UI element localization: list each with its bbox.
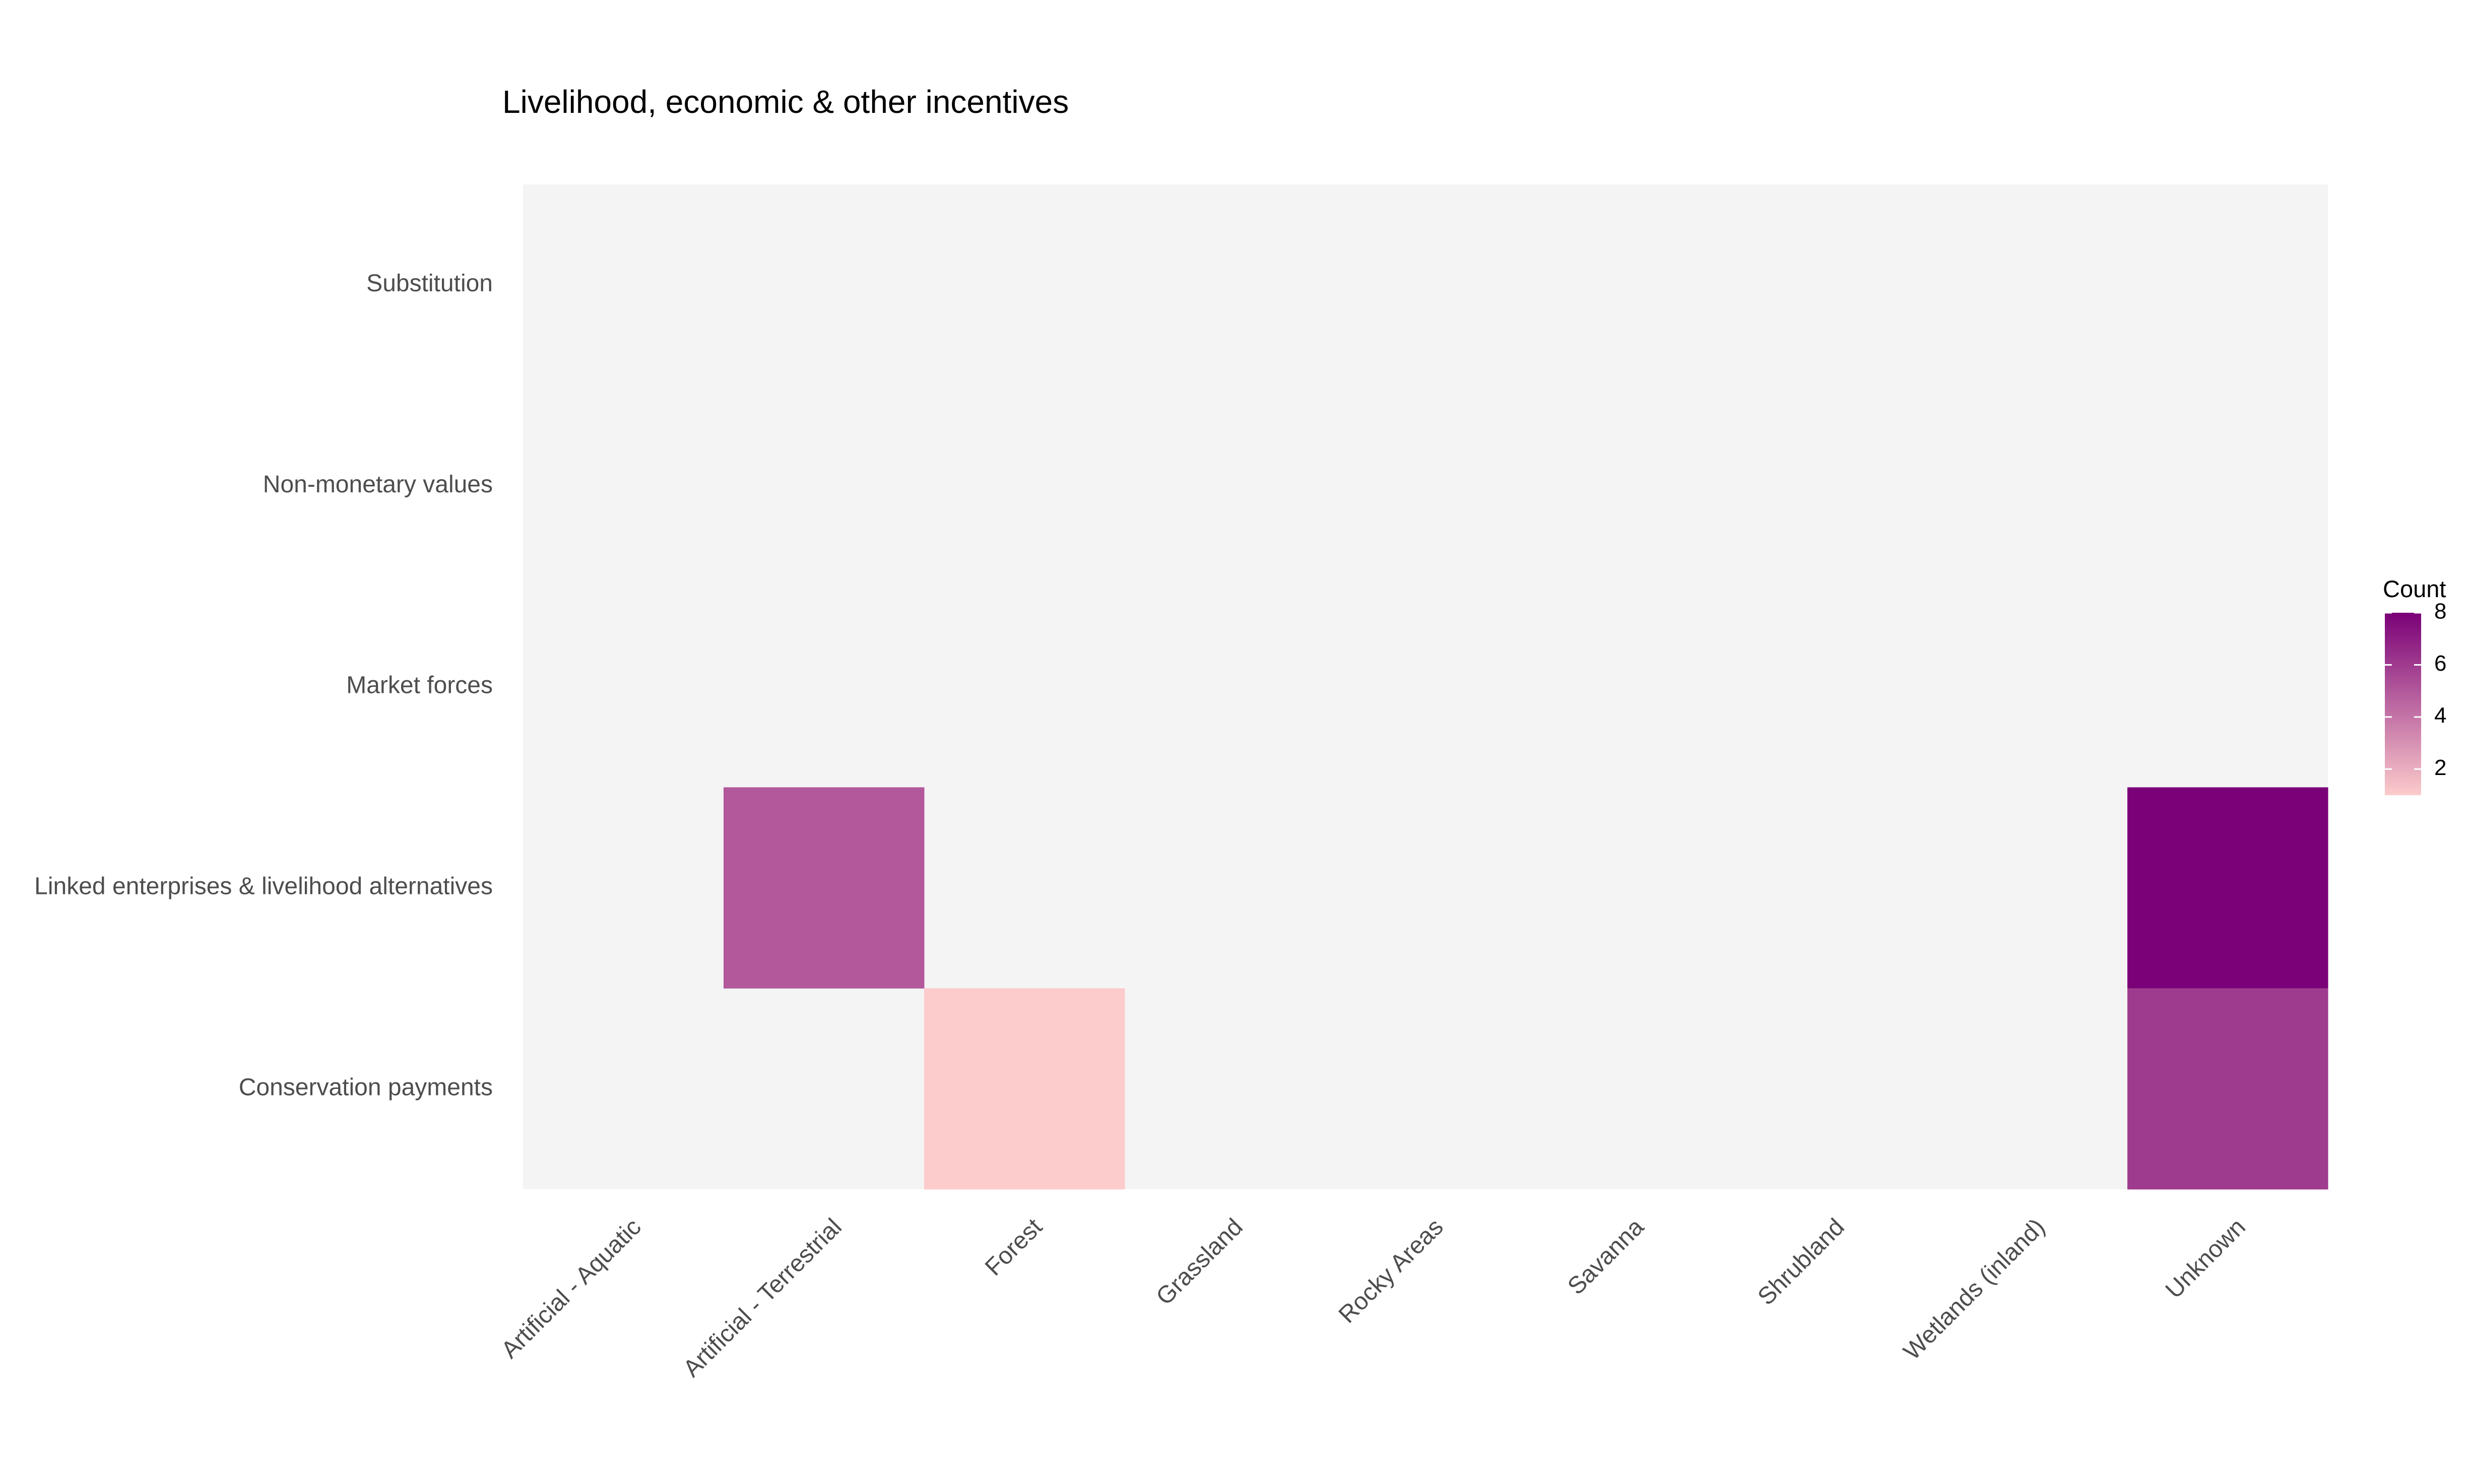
legend-colorbar <box>2385 613 2421 795</box>
x-tick-label-wetlands-inland: Wetlands (inland) <box>1899 1213 2050 1365</box>
x-tick-label-unknown: Unknown <box>2161 1213 2251 1304</box>
x-tick-label-artificial-aquatic: Artificial - Aquatic <box>496 1213 646 1364</box>
heatmap-cells <box>724 787 2328 1190</box>
x-tick-label-grassland: Grassland <box>1151 1213 1248 1310</box>
y-tick-label-market-forces: Market forces <box>346 672 493 699</box>
x-tick-label-rocky-areas: Rocky Areas <box>1334 1213 1449 1328</box>
x-tick-label-shrubland: Shrubland <box>1753 1213 1850 1310</box>
heatmap-cell-unknown-conservation-payments <box>2127 988 2328 1190</box>
y-tick-label-linked-enterprises-livelihood-alternatives: Linked enterprises & livelihood alternat… <box>34 873 493 899</box>
heatmap-cell-artificial-terrestrial-linked-enterprises-livelihood-alternatives <box>724 787 925 989</box>
x-axis-labels: Artificial - Aquatic Artificial - Terrest… <box>496 1213 2251 1382</box>
y-tick-label-conservation-payments: Conservation payments <box>239 1074 493 1101</box>
heatmap-cell-unknown-linked-enterprises-livelihood-alternatives <box>2127 787 2328 989</box>
y-tick-label-substitution: Substitution <box>366 270 493 297</box>
chart-title: Livelihood, economic & other incentives <box>502 84 1069 120</box>
legend-tick-label: 2 <box>2434 755 2446 780</box>
y-tick-label-non-monetary-values: Non-monetary values <box>263 471 493 498</box>
x-tick-label-savanna: Savanna <box>1563 1213 1649 1300</box>
x-tick-label-artificial-terrestrial: Artificial - Terrestrial <box>678 1213 847 1382</box>
legend-tick-label: 6 <box>2434 651 2446 676</box>
x-tick-label-forest: Forest <box>980 1213 1048 1281</box>
legend-tick-label: 4 <box>2434 703 2446 728</box>
legend-tick-label: 8 <box>2434 599 2446 624</box>
panel-background <box>523 184 2328 1189</box>
legend: Count 2 4 6 8 <box>2383 575 2446 795</box>
y-axis-labels: Substitution Non-monetary values Market fo… <box>34 270 493 1101</box>
heatmap-cell-forest-conservation-payments <box>924 988 1125 1190</box>
legend-title: Count <box>2383 575 2446 602</box>
